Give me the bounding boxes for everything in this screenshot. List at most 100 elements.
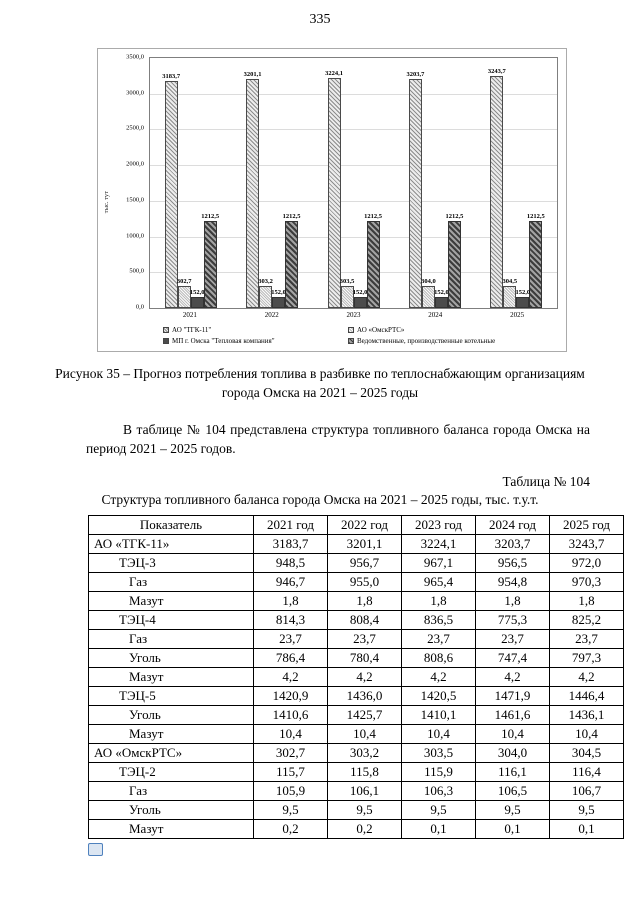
bar-slot: 3243,7 xyxy=(487,58,506,308)
table-row: Газ 946,7 955,0 965,4 954,8 970,3 xyxy=(88,571,624,592)
table-row: ТЭЦ-4 814,3 808,4 836,5 775,3 825,2 xyxy=(88,609,624,630)
table-cell: 10,4 xyxy=(253,723,328,744)
table-cell: 304,5 xyxy=(549,742,624,763)
bar-slot: 152,0 xyxy=(189,58,205,308)
table-row: АО «ТГК-11» 3183,7 3201,1 3224,1 3203,7 3243,… xyxy=(88,533,624,554)
table-cell: 303,5 xyxy=(401,742,476,763)
table-cell: 1,8 xyxy=(475,590,550,611)
x-tick-label: 2025 xyxy=(510,311,525,319)
y-axis-title: тыс. тут xyxy=(103,190,110,214)
table-row: Мазут 4,2 4,2 4,2 4,2 4,2 xyxy=(88,666,624,687)
bar-group-2022: 3201,1 303,2 152,0 1212,5 xyxy=(231,58,312,308)
object-anchor-icon xyxy=(88,842,103,856)
y-tick-label: 1500,0 xyxy=(126,196,144,204)
table-row: Газ 23,7 23,7 23,7 23,7 23,7 xyxy=(88,628,624,649)
table-row: Уголь 1410,6 1425,7 1410,1 1461,6 1436,1 xyxy=(88,704,624,725)
y-tick-label: 2000,0 xyxy=(126,160,144,168)
table-col-header: 2025 год xyxy=(549,514,624,535)
table-cell: 9,5 xyxy=(475,799,550,820)
table-col-header: 2023 год xyxy=(401,514,476,535)
chart-main: 3500,0 3000,0 2500,0 2000,0 1500,0 1000,0 500,… xyxy=(113,54,558,347)
table-cell: 115,9 xyxy=(401,761,476,782)
table-cell: 1410,6 xyxy=(253,704,328,725)
table-cell: 9,5 xyxy=(549,799,624,820)
row-label: АО «ОмскРТС» xyxy=(88,742,254,763)
table-row: АО «ОмскРТС» 302,7 303,2 303,5 304,0 304,5 xyxy=(88,742,624,763)
bar xyxy=(164,80,178,308)
bar xyxy=(353,297,367,308)
bar-slot: 152,0 xyxy=(434,58,449,308)
gridline xyxy=(150,93,557,95)
table-cell: 3201,1 xyxy=(327,533,402,554)
table-cell: 0,1 xyxy=(401,818,476,839)
y-axis-ticks: 3500,0 3000,0 2500,0 2000,0 1500,0 1000,0 500,… xyxy=(113,54,149,311)
bar xyxy=(490,76,504,308)
table-col-header: 2021 год xyxy=(253,514,328,535)
table-header-row: Показатель 2021 год 2022 год 2023 год 2024 г… xyxy=(88,514,624,535)
table-cell: 1471,9 xyxy=(475,685,550,706)
plot-area: 3183,7 302,7 152,0 1212,5 3201,1 303,2 152,0 12… xyxy=(149,57,558,309)
table-cell: 106,5 xyxy=(475,780,550,801)
bar-value-label: 152,0 xyxy=(189,289,205,297)
table-label: Таблица № 104 xyxy=(502,473,591,489)
legend-marker-icon xyxy=(163,338,169,344)
table-cell: 955,0 xyxy=(327,571,402,592)
table-cell: 23,7 xyxy=(253,628,328,649)
table-cell: 1425,7 xyxy=(327,704,402,725)
table-cell: 747,4 xyxy=(475,647,550,668)
table-head: Показатель 2021 год 2022 год 2023 год 2024 г… xyxy=(88,514,624,535)
row-label: Мазут xyxy=(88,723,254,744)
legend-label: АО "ТГК-11" xyxy=(172,326,212,334)
bar-value-label: 3243,7 xyxy=(487,68,506,76)
bar xyxy=(285,221,299,308)
bar xyxy=(203,221,217,308)
table-row: Уголь 9,5 9,5 9,5 9,5 9,5 xyxy=(88,799,624,820)
bar-value-label: 302,7 xyxy=(176,278,192,286)
table-row: Мазут 1,8 1,8 1,8 1,8 1,8 xyxy=(88,590,624,611)
table-cell: 10,4 xyxy=(327,723,402,744)
bar-value-label: 152,0 xyxy=(271,289,286,297)
table-cell: 786,4 xyxy=(253,647,328,668)
table-cell: 303,2 xyxy=(327,742,402,763)
table-cell: 4,2 xyxy=(253,666,328,687)
bar xyxy=(272,297,286,308)
table-cell: 956,7 xyxy=(327,552,402,573)
table-cell: 115,7 xyxy=(253,761,328,782)
table-cell: 1436,1 xyxy=(549,704,624,725)
table-cell: 3224,1 xyxy=(401,533,476,554)
table-cell: 302,7 xyxy=(253,742,328,763)
bar-group-2024: 3203,7 304,0 152,0 1212,5 xyxy=(394,58,475,308)
chart-legend: АО "ТГК-11" АО «ОмскРТС» МП г. Омска "Тепл… xyxy=(163,326,558,345)
bar xyxy=(529,221,543,308)
bar-slot: 1212,5 xyxy=(364,58,382,308)
table-row: Газ 105,9 106,1 106,3 106,5 106,7 xyxy=(88,780,624,801)
table-cell: 3203,7 xyxy=(475,533,550,554)
fuel-balance-table: Показатель 2021 год 2022 год 2023 год 2024 г… xyxy=(88,514,624,839)
bar-slot: 3224,1 xyxy=(325,58,343,308)
bar-value-label: 152,0 xyxy=(352,289,368,297)
table-row: ТЭЦ-2 115,7 115,8 115,9 116,1 116,4 xyxy=(88,761,624,782)
table-cell: 965,4 xyxy=(401,571,476,592)
legend-item: Ведомственные, производственные котельны… xyxy=(348,337,558,345)
row-label: ТЭЦ-2 xyxy=(88,761,254,782)
row-label: ТЭЦ-5 xyxy=(88,685,254,706)
table-row: Мазут 0,2 0,2 0,1 0,1 0,1 xyxy=(88,818,624,839)
table-cell: 0,2 xyxy=(327,818,402,839)
bar-group-2021: 3183,7 302,7 152,0 1212,5 xyxy=(150,58,231,308)
y-tick-label: 2500,0 xyxy=(126,124,144,132)
table-col-header: Показатель xyxy=(88,514,254,535)
table-cell: 23,7 xyxy=(475,628,550,649)
bar xyxy=(327,77,341,308)
table-cell: 1461,6 xyxy=(475,704,550,725)
row-label: Газ xyxy=(88,571,254,592)
table-cell: 10,4 xyxy=(401,723,476,744)
table-col-header: 2022 год xyxy=(327,514,402,535)
table-title: Структура топливного баланса города Омск… xyxy=(101,491,539,507)
table-cell: 1,8 xyxy=(253,590,328,611)
legend-label: МП г. Омска "Тепловая компания" xyxy=(172,337,275,345)
y-tick-label: 0,0 xyxy=(135,303,144,311)
row-label: Уголь xyxy=(88,647,254,668)
bar-value-label: 303,5 xyxy=(339,278,355,286)
table-cell: 3183,7 xyxy=(253,533,328,554)
table-cell: 1436,0 xyxy=(327,685,402,706)
